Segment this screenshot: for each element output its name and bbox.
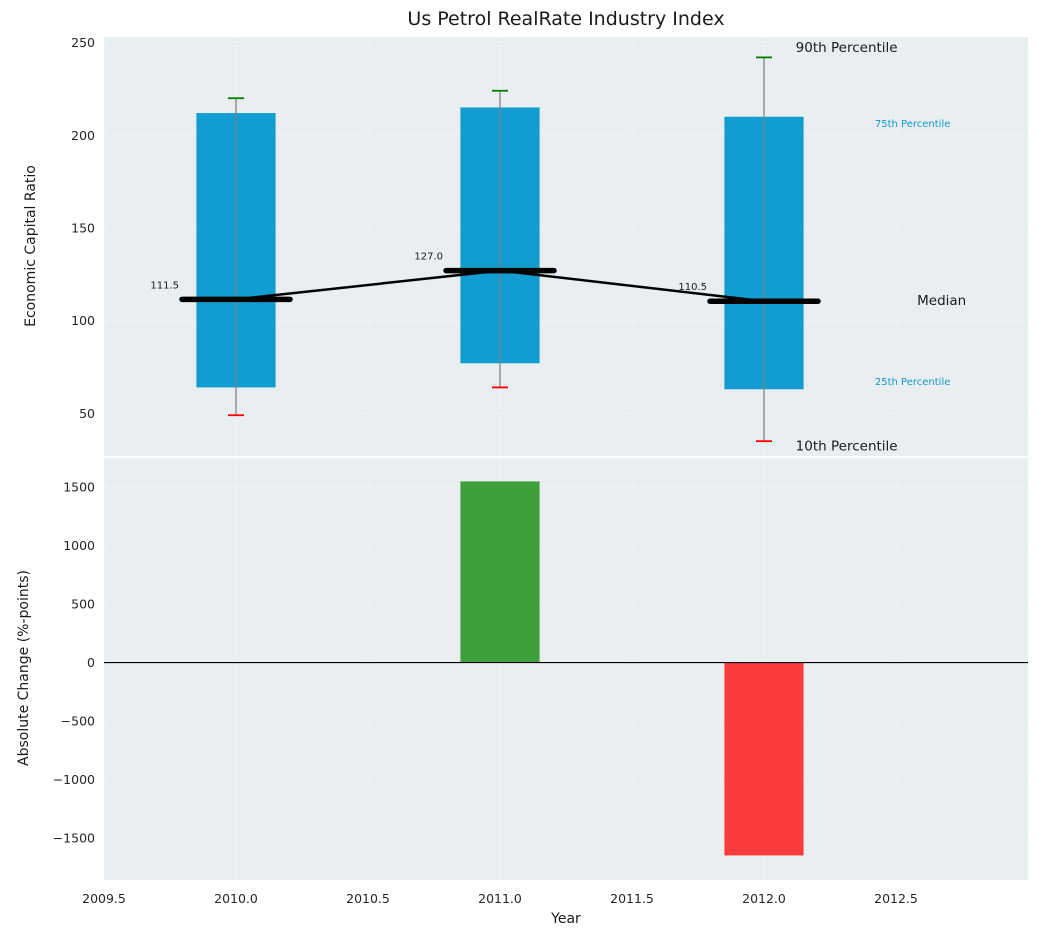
top-y-tick-label: 50 [79, 406, 95, 421]
annotation-25th-percentile: 25th Percentile [875, 377, 951, 388]
x-tick-label: 2011.0 [478, 891, 522, 906]
bottom-y-tick-label: 1000 [63, 538, 95, 553]
bottom-y-tick-label: −1000 [53, 772, 95, 787]
x-tick-label: 2012.0 [742, 891, 786, 906]
median-value-label-2011: 127.0 [414, 252, 443, 263]
annotation-median: Median [917, 293, 966, 309]
x-tick-label: 2011.5 [610, 891, 654, 906]
top-y-tick-label: 150 [71, 220, 95, 235]
bottom-y-tick-label: 500 [71, 597, 95, 612]
change-bar-2012 [724, 662, 804, 856]
bottom-y-tick-label: −500 [61, 714, 95, 729]
x-tick-label: 2009.5 [82, 891, 126, 906]
bottom-y-tick-label: −1500 [53, 830, 95, 845]
top-y-tick-label: 100 [71, 313, 95, 328]
annotation-75th-percentile: 75th Percentile [875, 119, 951, 130]
chart-title: Us Petrol RealRate Industry Index [407, 8, 725, 30]
change-bar-2011 [460, 481, 540, 663]
x-tick-label: 2010.0 [214, 891, 258, 906]
annotation-10th-percentile: 10th Percentile [796, 439, 898, 455]
median-value-label-2010: 111.5 [150, 280, 179, 291]
bottom-y-tick-label: 1500 [63, 480, 95, 495]
top-y-tick-label: 250 [71, 35, 95, 50]
x-tick-label: 2012.5 [874, 891, 918, 906]
x-tick-label: 2010.5 [346, 891, 390, 906]
x-axis-label: Year [551, 911, 581, 927]
median-value-label-2012: 110.5 [678, 282, 707, 293]
bottom-y-tick-label: 0 [87, 655, 95, 670]
bottom-plot-area [104, 458, 1028, 880]
top-y-tick-label: 200 [71, 128, 95, 143]
annotation-90th-percentile: 90th Percentile [796, 40, 898, 56]
